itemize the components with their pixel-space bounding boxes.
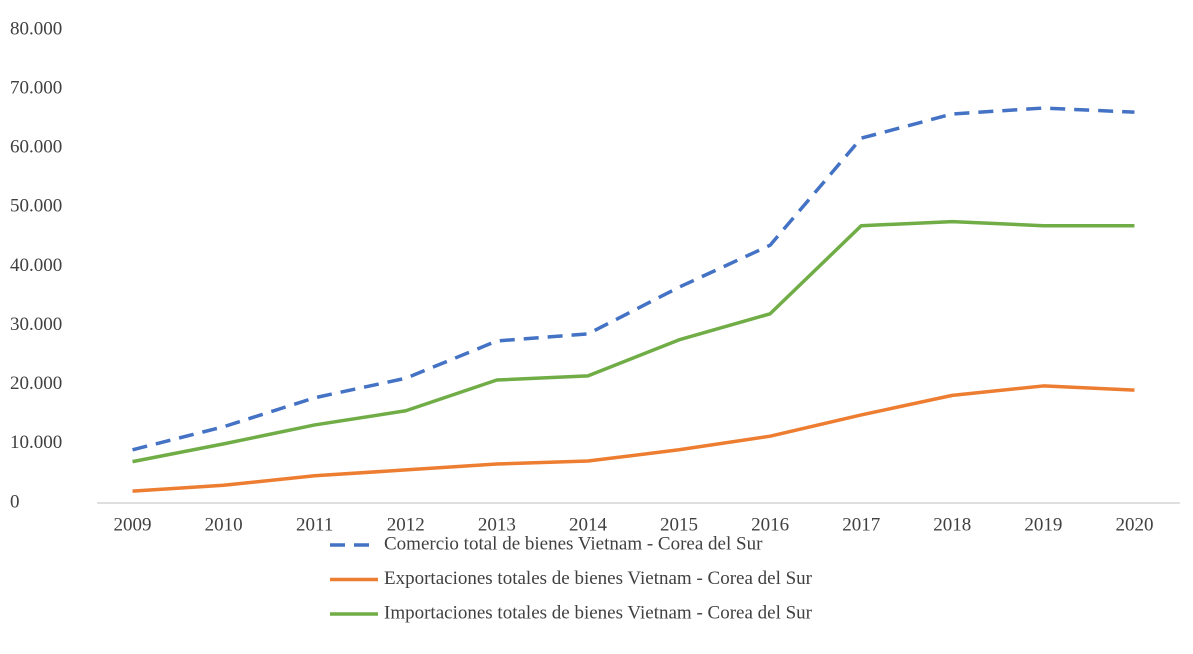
y-tick-label: 50.000 bbox=[10, 196, 62, 217]
legend-label: Comercio total de bienes Vietnam - Corea… bbox=[384, 533, 763, 554]
y-tick-label: 70.000 bbox=[10, 77, 62, 98]
x-tick-label: 2012 bbox=[387, 514, 425, 535]
y-tick-label: 10.000 bbox=[10, 432, 62, 453]
x-tick-label: 2018 bbox=[933, 514, 971, 535]
x-tick-label: 2020 bbox=[1115, 514, 1153, 535]
x-tick-label: 2015 bbox=[660, 514, 698, 535]
x-tick-label: 2011 bbox=[296, 514, 333, 535]
series-line bbox=[132, 106, 1135, 452]
y-tick-label: 80.000 bbox=[10, 18, 62, 39]
y-tick-label: 60.000 bbox=[10, 137, 62, 158]
series-line bbox=[132, 219, 1135, 464]
y-tick-label: 0 bbox=[10, 491, 20, 512]
x-tick-label: 2014 bbox=[569, 514, 608, 535]
y-tick-label: 40.000 bbox=[10, 255, 62, 276]
legend-label: Importaciones totales de bienes Vietnam … bbox=[384, 602, 813, 623]
x-tick-label: 2009 bbox=[114, 514, 152, 535]
x-tick-label: 2010 bbox=[205, 514, 243, 535]
series-line bbox=[132, 384, 1135, 493]
x-tick-label: 2017 bbox=[842, 514, 880, 535]
x-tick-label: 2016 bbox=[751, 514, 789, 535]
y-tick-label: 20.000 bbox=[10, 373, 62, 394]
x-tick-label: 2013 bbox=[478, 514, 516, 535]
legend-label: Exportaciones totales de bienes Vietnam … bbox=[384, 568, 813, 589]
x-tick-label: 2019 bbox=[1024, 514, 1062, 535]
y-tick-label: 30.000 bbox=[10, 314, 62, 335]
